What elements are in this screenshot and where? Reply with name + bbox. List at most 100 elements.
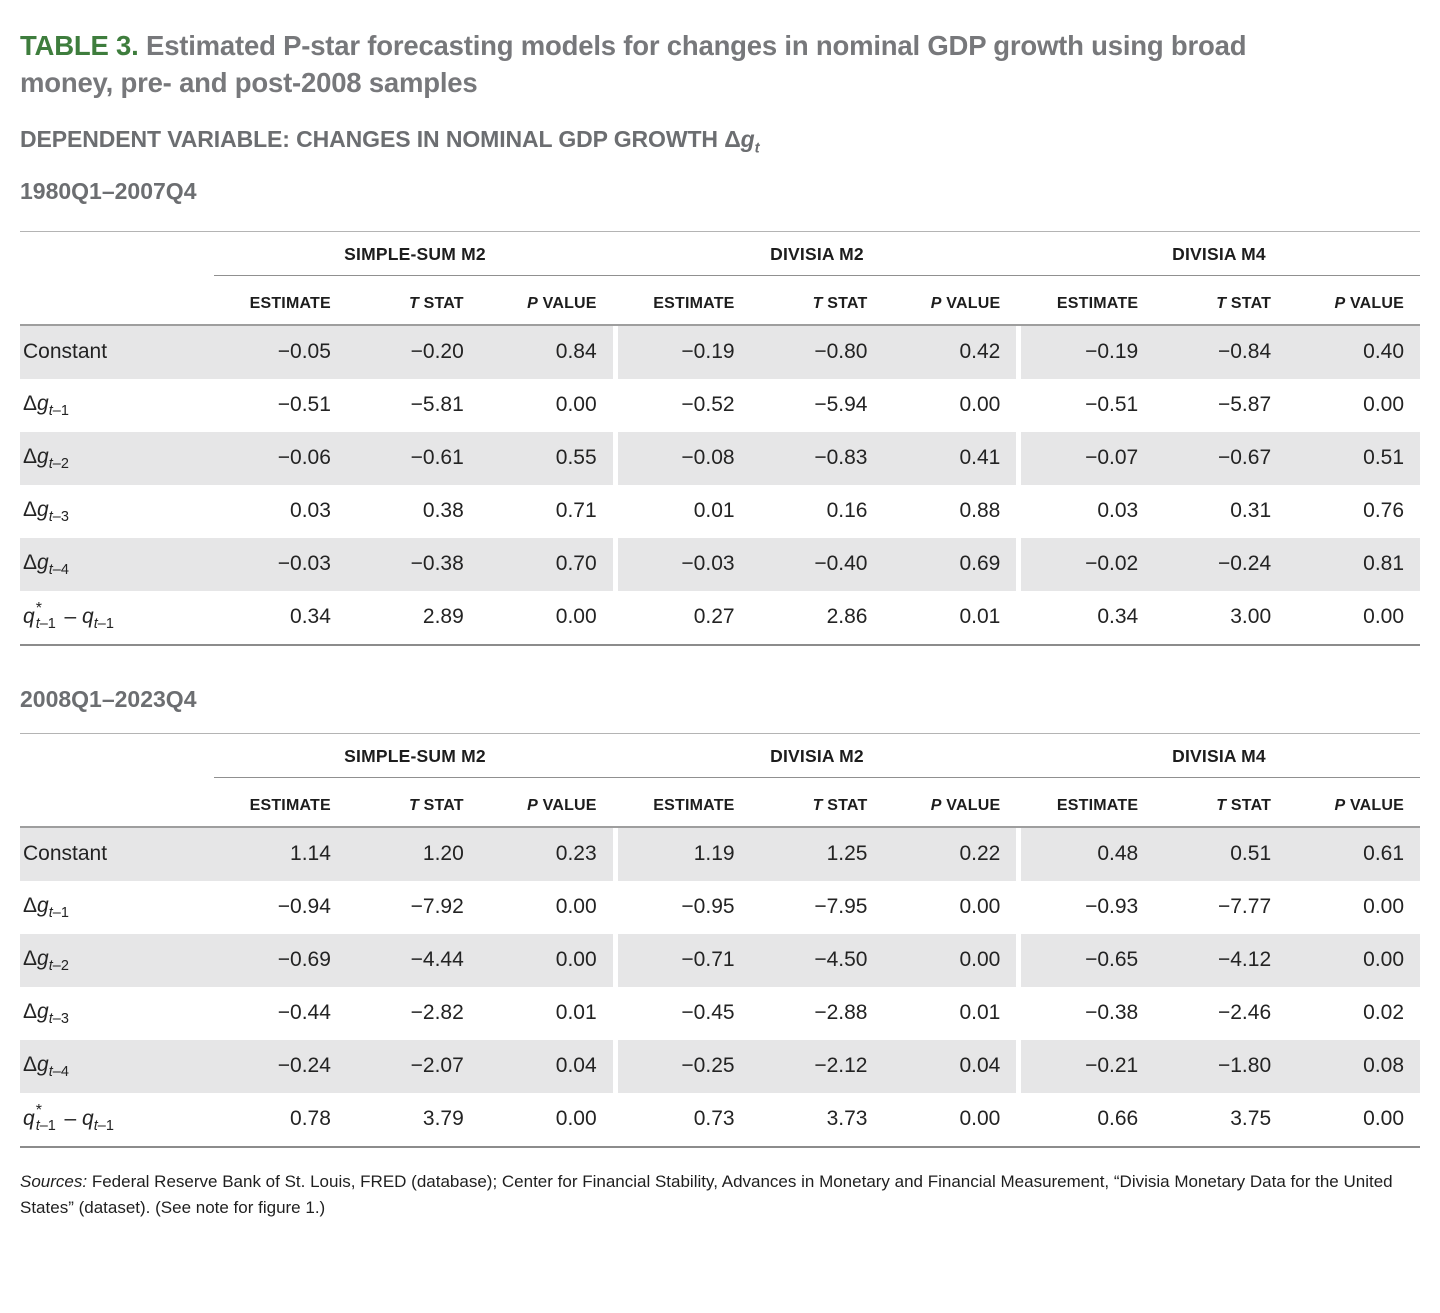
value-cell: −0.45: [681, 1001, 735, 1025]
value-group: −0.25 −2.12 0.04: [617, 1039, 1017, 1093]
value-cell: 0.38: [422, 499, 464, 523]
value-cell: 0.31: [1230, 499, 1272, 523]
value-group: −0.02 −0.24 0.81: [1021, 537, 1421, 591]
column-header: T STAT: [812, 796, 868, 814]
value-group: −0.51 −5.87 0.00: [1021, 379, 1420, 432]
value-cell: −0.21: [1085, 1054, 1139, 1078]
row-label-cell: Δgt–2: [20, 933, 214, 987]
table-row: q * t–1 – qt–1 0.34 2.89 0.00 0.27 2.86 0.01 0.34…: [20, 591, 1420, 644]
group-header-1: SIMPLE-SUM M2: [344, 243, 486, 264]
value-group: −0.19 −0.84 0.40: [1021, 325, 1421, 379]
value-group: 0.78 3.79 0.00: [214, 1093, 613, 1146]
value-cell: −0.80: [814, 340, 868, 364]
value-cell: 0.00: [1363, 605, 1405, 629]
column-header-group: ESTIMATE T STAT P VALUE: [618, 778, 1017, 826]
value-cell: 0.01: [959, 605, 1001, 629]
value-cell: 0.00: [959, 948, 1001, 972]
value-cell: −2.12: [814, 1054, 868, 1078]
column-header: T STAT: [812, 294, 868, 312]
value-cell: −7.92: [410, 895, 464, 919]
sources-note: Sources: Federal Reserve Bank of St. Lou…: [20, 1169, 1418, 1221]
value-cell: −0.44: [277, 1001, 331, 1025]
value-cell: −0.93: [1085, 895, 1139, 919]
table-row: Δgt–4 −0.24 −2.07 0.04 −0.25 −2.12 0.04 −0.21 −1…: [20, 1039, 1421, 1093]
value-cell: −0.94: [277, 895, 331, 919]
math-var-g: g: [740, 126, 755, 152]
value-cell: −0.03: [681, 552, 735, 576]
value-cell: 0.00: [1363, 1107, 1405, 1131]
column-header: P VALUE: [930, 796, 1001, 814]
row-label: Δgt–4: [23, 550, 69, 578]
value-cell: −0.69: [277, 948, 331, 972]
value-group: −0.95 −7.95 0.00: [618, 881, 1017, 934]
value-group: −0.06 −0.61 0.55: [214, 431, 613, 485]
value-cell: 0.00: [1363, 948, 1405, 972]
value-cell: −0.83: [814, 446, 868, 470]
value-group: −0.08 −0.83 0.41: [617, 431, 1017, 485]
column-header: T STAT: [1216, 294, 1272, 312]
group-header-3: DIVISIA M4: [1172, 243, 1266, 264]
value-cell: −7.95: [814, 895, 868, 919]
value-cell: −5.87: [1217, 393, 1272, 417]
value-cell: −4.12: [1217, 948, 1272, 972]
value-cell: 0.04: [959, 1054, 1001, 1078]
column-header-group: ESTIMATE T STAT P VALUE: [618, 276, 1017, 324]
regression-table-post2008: SIMPLE-SUM M2 DIVISIA M2 DIVISIA M4 ESTIMAT…: [20, 732, 1421, 1148]
value-cell: 0.34: [1097, 605, 1139, 629]
group-header-spacer: [20, 734, 214, 778]
value-cell: −0.08: [681, 446, 735, 470]
value-group: −0.93 −7.77 0.00: [1021, 881, 1420, 934]
value-cell: 0.51: [1230, 842, 1272, 866]
table-row: Δgt–3 0.03 0.38 0.71 0.01 0.16 0.88 0.03 0.31 0.7…: [20, 485, 1420, 538]
row-label-cell: Constant: [20, 325, 214, 379]
column-header: ESTIMATE: [249, 294, 331, 312]
value-cell: −5.94: [814, 393, 868, 417]
row-label: Δgt–3: [23, 999, 69, 1027]
group-header-2: DIVISIA M2: [770, 243, 864, 264]
table-row: Δgt–4 −0.03 −0.38 0.70 −0.03 −0.40 0.69 −0.02 −0…: [20, 537, 1421, 591]
value-cell: −0.51: [277, 393, 331, 417]
row-label-cell: Δgt–3: [20, 485, 214, 538]
value-cell: 0.00: [555, 605, 597, 629]
value-cell: 2.89: [422, 605, 464, 629]
value-cell: 1.25: [826, 842, 868, 866]
value-group: −0.03 −0.40 0.69: [617, 537, 1017, 591]
value-cell: −0.06: [277, 446, 331, 470]
value-cell: 0.69: [959, 552, 1001, 576]
value-cell: 0.51: [1363, 446, 1405, 470]
value-cell: 0.40: [1363, 340, 1405, 364]
row-label-cell: q * t–1 – qt–1: [20, 1093, 214, 1146]
value-cell: 0.73: [693, 1107, 735, 1131]
value-cell: 0.84: [555, 340, 597, 364]
column-header: P VALUE: [527, 796, 597, 814]
column-header-group: ESTIMATE T STAT P VALUE: [214, 778, 613, 826]
row-label-cell: Δgt–4: [20, 537, 214, 591]
page-title: TABLE 3. Estimated P-star forecasting mo…: [20, 27, 1420, 101]
value-cell: −0.38: [410, 552, 464, 576]
value-cell: −0.71: [681, 948, 735, 972]
value-group: −0.07 −0.67 0.51: [1021, 431, 1421, 485]
value-cell: 0.02: [1363, 1001, 1405, 1025]
value-cell: 0.03: [1097, 499, 1139, 523]
row-label: Δgt–1: [23, 391, 69, 419]
table-row: Constant 1.14 1.20 0.23 1.19 1.25 0.22 0.48 0.51…: [20, 827, 1421, 881]
row-label: q * t–1 – qt–1: [23, 599, 114, 632]
value-cell: −0.20: [410, 340, 464, 364]
value-cell: −0.67: [1217, 446, 1272, 470]
value-group: −0.69 −4.44 0.00: [214, 933, 613, 987]
title-line-2: money, pre- and post-2008 samples: [20, 67, 478, 98]
group-header-3: DIVISIA M4: [1172, 745, 1266, 766]
group-header-row: SIMPLE-SUM M2 DIVISIA M2 DIVISIA M4: [20, 232, 1420, 276]
table-row: Δgt–2 −0.06 −0.61 0.55 −0.08 −0.83 0.41 −0.07 −0…: [20, 431, 1421, 485]
math-sub-t: t: [754, 139, 760, 157]
value-cell: 0.00: [555, 1107, 597, 1131]
value-cell: 0.00: [1363, 895, 1405, 919]
value-group: −0.03 −0.38 0.70: [214, 537, 613, 591]
value-cell: −0.51: [1085, 393, 1139, 417]
value-cell: 0.41: [959, 446, 1001, 470]
value-group: −0.71 −4.50 0.00: [617, 933, 1017, 987]
value-cell: −2.46: [1217, 1001, 1272, 1025]
value-cell: 3.79: [422, 1107, 464, 1131]
value-cell: −5.81: [410, 393, 464, 417]
column-header: ESTIMATE: [653, 796, 735, 814]
